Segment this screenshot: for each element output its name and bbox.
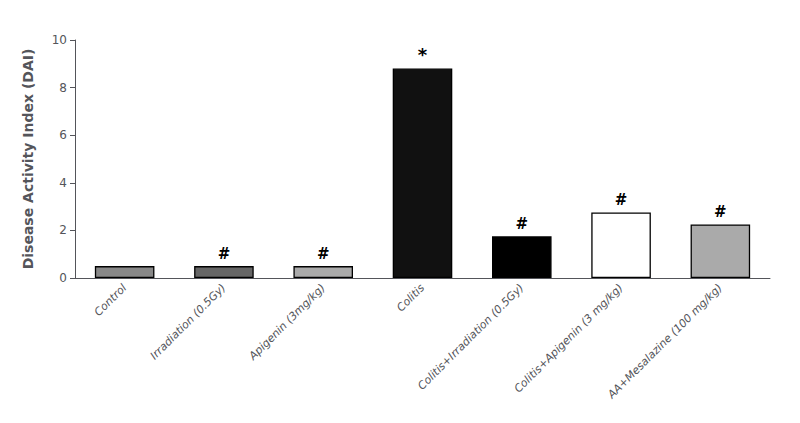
svg-text:Colitis: Colitis bbox=[394, 281, 427, 314]
svg-text:2: 2 bbox=[59, 223, 67, 237]
svg-text:#: # bbox=[615, 191, 628, 209]
svg-text:AA+Mesalazine (100 mg/kg): AA+Mesalazine (100 mg/kg) bbox=[604, 281, 725, 402]
svg-text:Irradiation (0.5Gy): Irradiation (0.5Gy) bbox=[148, 281, 229, 362]
svg-text:#: # bbox=[218, 245, 231, 263]
svg-text:8: 8 bbox=[59, 81, 67, 95]
svg-text:6: 6 bbox=[59, 128, 67, 142]
svg-text:10: 10 bbox=[52, 33, 67, 47]
svg-text:Control: Control bbox=[92, 281, 129, 318]
svg-text:Colitis+Irradiation (0.5Gy): Colitis+Irradiation (0.5Gy) bbox=[415, 281, 526, 392]
svg-text:4: 4 bbox=[59, 176, 67, 190]
svg-text:*: * bbox=[418, 44, 428, 65]
svg-text:#: # bbox=[515, 215, 528, 233]
svg-text:Apigenin (3mg/kg): Apigenin (3mg/kg) bbox=[246, 281, 328, 363]
svg-text:0: 0 bbox=[59, 271, 67, 285]
svg-text:#: # bbox=[714, 203, 727, 221]
svg-text:#: # bbox=[317, 245, 330, 263]
svg-text:Disease Activity Index (DAI): Disease Activity Index (DAI) bbox=[20, 49, 36, 270]
svg-text:Colitis+Apigenin (3 mg/kg): Colitis+Apigenin (3 mg/kg) bbox=[512, 281, 626, 395]
